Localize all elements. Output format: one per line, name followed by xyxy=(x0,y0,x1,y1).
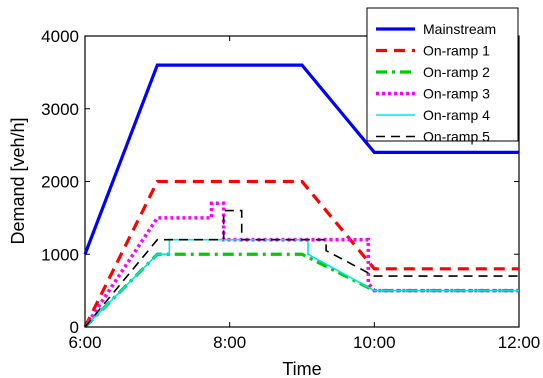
series-line-1 xyxy=(83,63,519,255)
y-tick-label: 4000 xyxy=(41,27,79,46)
legend-label-3: On-ramp 2 xyxy=(423,64,490,80)
y-tick-label: 0 xyxy=(70,318,79,337)
legend: Mainstream On-ramp 1 On-ramp 2 On-ramp 3 On-… xyxy=(366,7,519,145)
y-axis-label: Demand [veh/h] xyxy=(8,117,28,244)
series-line-5 xyxy=(84,238,519,328)
x-tick-label: 10:00 xyxy=(353,333,396,352)
y-tick-label: 2000 xyxy=(41,173,79,192)
legend-label-1: Mainstream xyxy=(423,21,496,37)
x-tick-label: 12:00 xyxy=(498,333,541,352)
series-line-6 xyxy=(84,209,519,328)
series-layer xyxy=(83,63,519,329)
legend-label-6: On-ramp 5 xyxy=(423,129,490,145)
x-axis-label: Time xyxy=(282,359,321,378)
x-tick-label: 8:00 xyxy=(213,333,246,352)
legend-label-4: On-ramp 3 xyxy=(423,86,490,102)
legend-label-2: On-ramp 1 xyxy=(423,43,490,59)
y-tick-label: 3000 xyxy=(41,100,79,119)
x-tick-label: 6:00 xyxy=(68,333,101,352)
legend-label-5: On-ramp 4 xyxy=(423,107,490,123)
axis-ticks: 6:00 8:00 10:00 12:00 0 1000 2000 3000 4000 xyxy=(41,27,540,352)
series-line-2 xyxy=(83,179,519,328)
y-tick-label: 1000 xyxy=(41,245,79,264)
